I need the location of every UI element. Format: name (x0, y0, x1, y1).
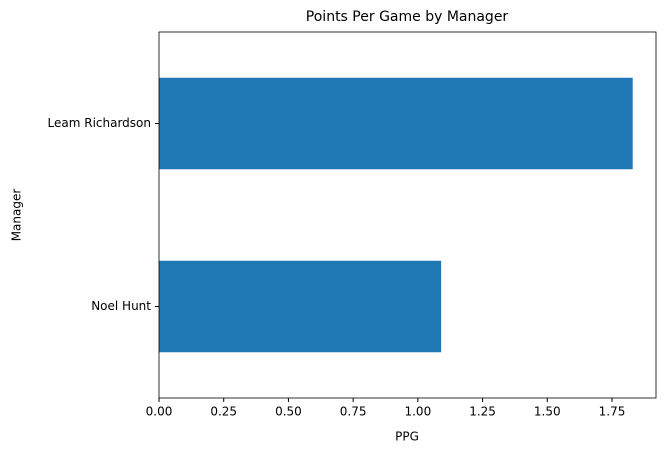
x-tick-label: 1.75 (599, 405, 626, 419)
y-tick-label: Noel Hunt (91, 299, 151, 313)
x-tick-label: 0.25 (210, 405, 237, 419)
x-tick-label: 0.50 (275, 405, 302, 419)
x-axis-label: PPG (395, 430, 419, 444)
x-tick-label: 1.25 (469, 405, 496, 419)
bar (159, 77, 633, 170)
x-tick-label: 1.50 (534, 405, 561, 419)
y-axis-label: Manager (10, 189, 24, 242)
x-tick-label: 0.75 (340, 405, 367, 419)
plot-frame (158, 31, 657, 399)
y-tick-label: Leam Richardson (48, 116, 151, 130)
chart-title: Points Per Game by Manager (306, 9, 509, 25)
bar (159, 260, 442, 353)
x-tick-label: 0.00 (146, 405, 173, 419)
x-tick-label: 1.00 (404, 405, 431, 419)
